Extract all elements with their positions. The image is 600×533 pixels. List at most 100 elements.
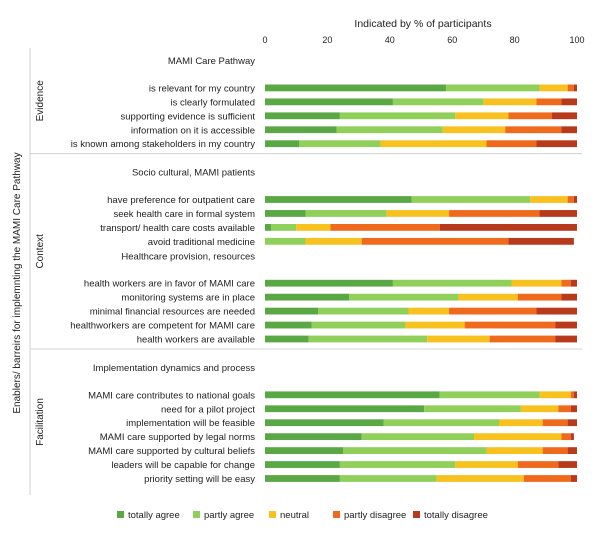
bar-segment [305,210,387,217]
bar-segment [271,224,297,231]
bar-segment [339,461,456,468]
bar-segment [536,98,562,106]
chart-title: Indicated by % of participants [354,18,491,30]
row-label: seek health care in formal system [113,209,255,220]
bar-segment [455,112,509,120]
bar-segment [265,391,440,399]
bar-segment [392,279,512,287]
bar-row: leaders will be capable for change [111,460,577,471]
bar-segment [570,475,577,482]
bar-segment [542,447,568,454]
row-label: information on it is accessible [131,125,255,136]
row-label: MAMI care contributes to national goals [88,390,255,401]
bar-segment [265,210,306,217]
row-label: implementation will be feasible [126,418,255,429]
bar-segment [570,405,577,413]
bar-segment [530,196,568,203]
legend-item: partly agree [193,510,254,521]
bar-segment [536,307,577,315]
bar-segment [561,279,571,287]
bar-segment [486,447,543,454]
bar-segment [542,419,568,427]
x-tick-label: 80 [510,35,520,45]
x-tick-label: 100 [569,35,584,45]
bar-row: health workers are available [137,335,577,346]
row-label: MAMI care supported by cultural beliefs [88,446,255,457]
bar-segment [561,98,577,106]
bar-segment [392,98,484,106]
bar-segment [436,475,524,482]
legend-label: totally agree [128,510,180,521]
x-tick-label: 20 [322,35,332,45]
legend-item: partly disagree [333,510,406,521]
row-label: leaders will be capable for change [111,460,255,471]
bar-segment [305,237,362,245]
bar-segment [361,433,475,441]
bar-segment [299,140,381,148]
bar-segment [265,447,343,454]
group-label: Facilitation [35,398,46,446]
bar-row: health workers are in favor of MAMI care [84,279,577,290]
row-label: health workers are in favor of MAMI care [84,279,255,290]
bar-row: implementation will be feasible [126,418,577,429]
row-label: is clearly formulated [171,97,255,108]
bar-segment [539,391,571,399]
bar-segment [343,447,487,454]
bar-segment [517,461,559,468]
bar-segment [442,126,506,134]
bar-segment [265,405,425,413]
group-label: Context [35,234,46,269]
bar-segment [517,293,562,301]
row-label: have preference for outpatient care [107,195,255,206]
bar-segment [523,475,571,482]
bar-segment [265,140,300,148]
subheader-label: Healthcare provision, resources [121,251,255,262]
bar-segment [265,419,384,427]
legend-swatch [333,511,340,518]
bar-segment [336,126,443,134]
x-tick-label: 40 [385,35,395,45]
bar-row: healthworkers are competent for MAMI car… [70,321,577,332]
bar-segment [339,112,456,120]
row-label: minimal financial resources are needed [90,307,255,318]
bar-segment [318,307,409,315]
legend-swatch [117,511,124,518]
bar-segment [573,391,577,399]
bar-segment [308,335,428,343]
bar-segment [508,112,553,120]
bar-row: is known among stakeholders in my countr… [71,139,577,150]
bar-segment [296,224,331,231]
legend: totally agree partly agree neutral partly d… [117,510,488,521]
bar-segment [380,140,487,148]
bar-segment [265,433,362,441]
subheader-label: MAMI Care Pathway [168,56,255,67]
bar-segment [505,126,562,134]
bar-segment [265,461,340,468]
bar-segment [427,335,490,343]
bar-segment [567,84,574,92]
bar-segment [330,224,440,231]
bar-segment [570,391,574,399]
bar-segment [265,112,340,120]
row-label: avoid traditional medicine [148,237,255,248]
group-context: Socio cultural, MAMI patients have prefer… [70,168,577,346]
bar-segment [265,196,412,203]
x-axis-ticks: 0 20 40 60 80 100 [262,35,584,45]
bar-segment [567,196,574,203]
x-tick-label: 60 [447,35,457,45]
bar-segment [408,307,450,315]
bar-segment [520,405,559,413]
row-label: is relevant for my country [149,83,255,94]
bar-segment [567,447,577,454]
bar-segment [411,196,531,203]
bar-segment [265,237,306,245]
bar-segment [558,461,577,468]
y-axis-title: Enablers/ barreirs for implemnting the M… [12,152,23,413]
bar-segment [486,140,537,148]
bar-segment [311,321,406,329]
bar-segment [265,293,350,301]
bar-segment [265,321,312,329]
bar-row: seek health care in formal system [113,209,577,220]
bar-segment [455,461,518,468]
row-label: transport/ health care costs available [100,223,255,234]
